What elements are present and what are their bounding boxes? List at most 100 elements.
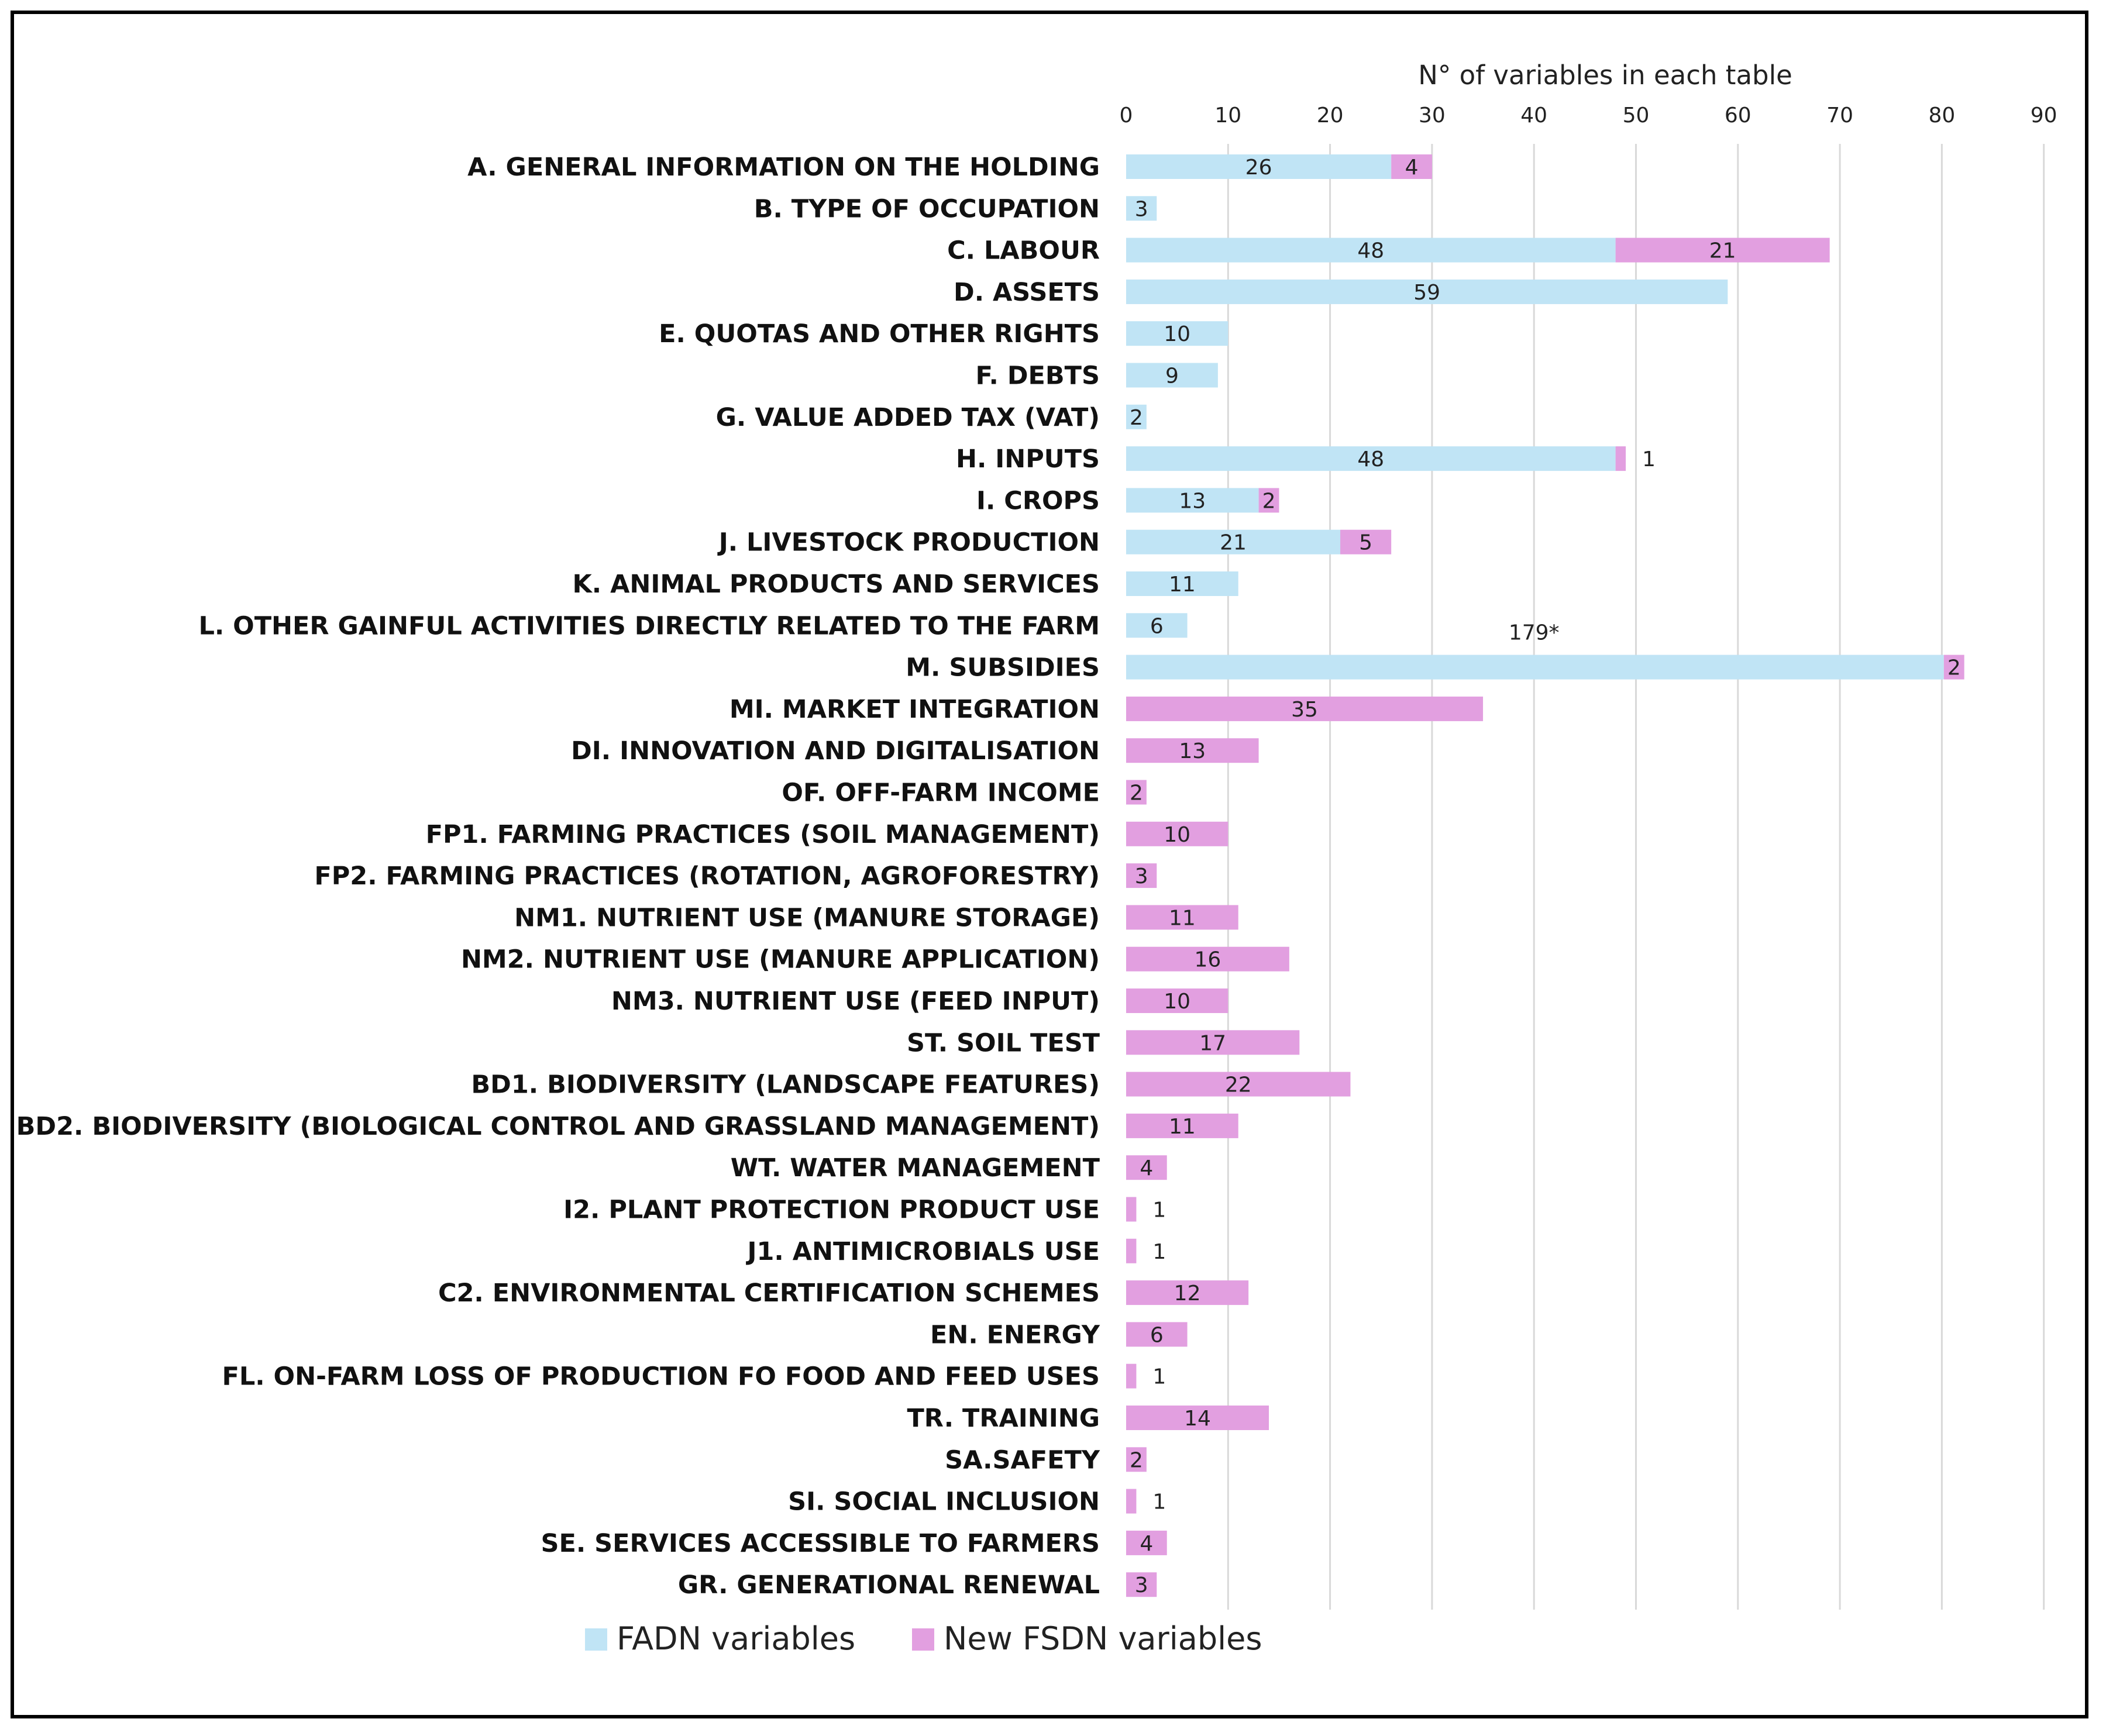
- category-label-32: SI. SOCIAL INCLUSION: [788, 1487, 1100, 1517]
- data-label-new-fsdn-row-12: 2: [1947, 656, 1961, 680]
- category-label-25: I2. PLANT PROTECTION PRODUCT USE: [563, 1196, 1100, 1225]
- category-label-26: J1. ANTIMICROBIALS USE: [746, 1237, 1100, 1266]
- bar-fadn-row-4: [1126, 321, 1228, 346]
- category-label-22: BD1. BIODIVERSITY (LANDSCAPE FEATURES): [471, 1070, 1100, 1100]
- bar-new-fsdn-row-22: [1126, 1072, 1351, 1097]
- data-label-fadn-row-4: 10: [1164, 322, 1190, 346]
- bar-new-fsdn-row-14: [1126, 738, 1259, 763]
- x-axis-ticks: 0 10 20 30 40 50 60 70 80 90: [1120, 104, 2057, 128]
- category-label-10: K. ANIMAL PRODUCTS AND SERVICES: [572, 570, 1100, 599]
- bar-new-fsdn-row-9: [1340, 529, 1392, 554]
- bar-fadn-row-9: [1126, 529, 1341, 554]
- bar-fadn-row-10: [1126, 571, 1238, 596]
- category-label-17: FP2. FARMING PRACTICES (ROTATION, AGROFO…: [314, 862, 1100, 891]
- category-label-31: SA.SAFETY: [945, 1445, 1100, 1475]
- x-tick-label-0: 0: [1120, 104, 1133, 128]
- legend-swatch-new-fsdn: [912, 1628, 934, 1651]
- data-label-new-fsdn-row-34: 3: [1135, 1573, 1148, 1597]
- category-label-0: A. GENERAL INFORMATION ON THE HOLDING: [467, 153, 1100, 182]
- data-label-fadn-row-2: 48: [1357, 239, 1384, 263]
- bar-new-fsdn-row-15: [1126, 780, 1147, 805]
- category-label-7: H. INPUTS: [956, 445, 1100, 474]
- data-label-new-fsdn-row-8: 2: [1262, 489, 1276, 513]
- x-tick-label-60: 60: [1725, 104, 1751, 128]
- category-label-3: D. ASSETS: [954, 278, 1100, 307]
- data-label-new-fsdn-row-30: 14: [1184, 1407, 1211, 1431]
- data-label-new-fsdn-row-27: 12: [1174, 1282, 1201, 1306]
- x-tick-label-40: 40: [1520, 104, 1547, 128]
- bar-new-fsdn-row-7: [1615, 446, 1626, 471]
- bar-new-fsdn-row-18: [1126, 905, 1238, 930]
- category-label-28: EN. ENERGY: [930, 1320, 1100, 1349]
- x-tick-label-90: 90: [2031, 104, 2057, 128]
- bar-fadn-row-0: [1126, 154, 1392, 179]
- data-label-fadn-row-10: 11: [1169, 573, 1196, 597]
- legend-label-fadn: FADN variables: [617, 1620, 855, 1657]
- bar-new-fsdn-row-34: [1126, 1572, 1157, 1597]
- legend: FADN variables New FSDN variables: [585, 1620, 1262, 1657]
- data-label-new-fsdn-row-18: 11: [1169, 906, 1196, 930]
- data-label-fadn-row-11: 6: [1150, 614, 1164, 638]
- gridlines: [1227, 144, 2045, 1610]
- bar-new-fsdn-row-2: [1615, 237, 1830, 263]
- x-tick-label-30: 30: [1419, 104, 1446, 128]
- bar-new-fsdn-row-12: [1943, 655, 1964, 680]
- bar-fadn-row-7: [1126, 446, 1616, 471]
- data-label-new-fsdn-row-25: 1: [1152, 1198, 1166, 1222]
- x-tick-label-20: 20: [1317, 104, 1344, 128]
- bar-new-fsdn-row-17: [1126, 863, 1157, 888]
- bar-new-fsdn-row-29: [1126, 1363, 1137, 1389]
- bars: [1126, 154, 1964, 1597]
- bar-fadn-row-11: [1126, 613, 1188, 638]
- data-label-new-fsdn-row-29: 1: [1152, 1365, 1166, 1389]
- data-label-new-fsdn-row-19: 16: [1195, 948, 1221, 972]
- category-label-9: J. LIVESTOCK PRODUCTION: [717, 528, 1100, 557]
- x-tick-label-80: 80: [1928, 104, 1955, 128]
- category-label-33: SE. SERVICES ACCESSIBLE TO FARMERS: [541, 1529, 1100, 1558]
- data-label-new-fsdn-row-13: 35: [1291, 698, 1318, 722]
- category-label-30: TR. TRAINING: [907, 1404, 1100, 1433]
- x-axis-title: N° of variables in each table: [1418, 60, 1792, 91]
- bar-fadn-row-3: [1126, 279, 1728, 304]
- bar-new-fsdn-row-32: [1126, 1489, 1137, 1514]
- bar-new-fsdn-row-24: [1126, 1155, 1167, 1180]
- bar-fadn-row-6: [1126, 404, 1147, 429]
- data-label-fadn-row-5: 9: [1165, 364, 1179, 388]
- bar-new-fsdn-row-8: [1258, 488, 1279, 513]
- category-label-14: DI. INNOVATION AND DIGITALISATION: [571, 736, 1100, 766]
- bar-new-fsdn-row-25: [1126, 1197, 1137, 1222]
- data-label-new-fsdn-row-14: 13: [1179, 739, 1206, 763]
- bar-new-fsdn-row-20: [1126, 988, 1228, 1013]
- bar-fadn-row-8: [1126, 488, 1259, 513]
- category-label-16: FP1. FARMING PRACTICES (SOIL MANAGEMENT): [426, 820, 1100, 849]
- data-label-new-fsdn-row-31: 2: [1130, 1448, 1143, 1472]
- category-label-19: NM2. NUTRIENT USE (MANURE APPLICATION): [461, 945, 1100, 974]
- category-label-8: I. CROPS: [976, 486, 1100, 515]
- data-label-new-fsdn-row-20: 10: [1164, 990, 1190, 1014]
- legend-label-new-fsdn: New FSDN variables: [944, 1620, 1262, 1657]
- data-label-fadn-row-6: 2: [1130, 406, 1143, 430]
- category-label-11: L. OTHER GAINFUL ACTIVITIES DIRECTLY REL…: [198, 611, 1100, 640]
- category-label-2: C. LABOUR: [947, 236, 1100, 266]
- bar-new-fsdn-row-21: [1126, 1030, 1300, 1055]
- data-label-new-fsdn-row-24: 4: [1140, 1156, 1153, 1180]
- category-label-12: M. SUBSIDIES: [906, 653, 1100, 683]
- annotation-label-row-12: 179*: [1509, 621, 1560, 645]
- data-label-new-fsdn-row-26: 1: [1152, 1240, 1166, 1264]
- bar-new-fsdn-row-30: [1126, 1406, 1269, 1430]
- bar-fadn-row-5: [1126, 363, 1218, 388]
- data-label-new-fsdn-row-23: 11: [1169, 1115, 1196, 1139]
- category-label-13: MI. MARKET INTEGRATION: [729, 695, 1100, 724]
- data-label-new-fsdn-row-28: 6: [1150, 1323, 1164, 1347]
- bar-new-fsdn-row-33: [1126, 1530, 1167, 1555]
- data-label-new-fsdn-row-2: 21: [1709, 239, 1736, 263]
- data-label-new-fsdn-row-22: 22: [1225, 1073, 1252, 1097]
- category-label-29: FL. ON-FARM LOSS OF PRODUCTION FO FOOD A…: [222, 1362, 1100, 1391]
- legend-swatch-fadn: [585, 1628, 607, 1651]
- data-label-fadn-row-7: 48: [1357, 447, 1384, 471]
- category-label-23: BD2. BIODIVERSITY (BIOLOGICAL CONTROL AN…: [16, 1112, 1100, 1141]
- category-label-20: NM3. NUTRIENT USE (FEED INPUT): [611, 987, 1100, 1016]
- x-tick-label-50: 50: [1623, 104, 1650, 128]
- bar-new-fsdn-row-13: [1126, 696, 1484, 721]
